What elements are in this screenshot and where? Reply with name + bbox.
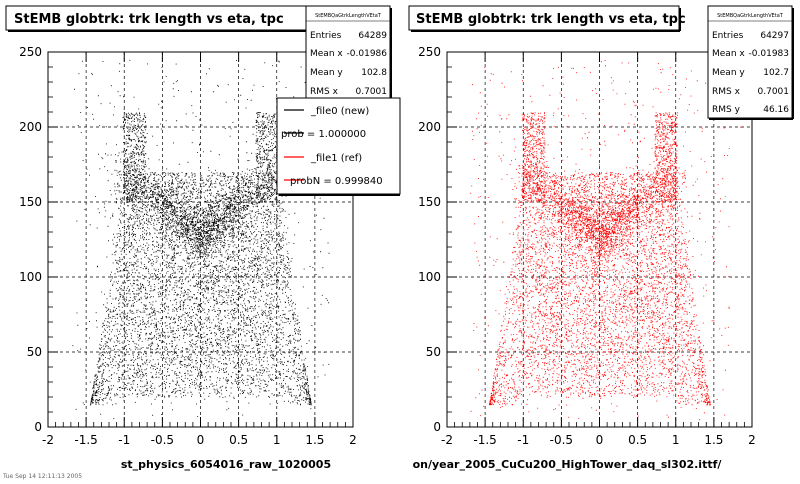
left-stats-header: StEMBQaGtrkLengthVEtaT (315, 13, 382, 19)
scatter-points (72, 59, 331, 420)
left-stats-meanx-label: Mean x (310, 49, 343, 59)
left-stats-rmsx-label: RMS x (310, 87, 339, 97)
right-stats-meany-value: 102.7 (763, 68, 789, 78)
left-legend-frame (276, 97, 401, 195)
left-stats-meany-value: 102.8 (361, 68, 387, 78)
x-tick-label: -1 (118, 433, 130, 447)
right-stats-box: StEMBQaGtrkLengthVEtaT Entries 64297 Mea… (707, 5, 794, 120)
x-tick-label: -2 (42, 433, 54, 447)
left-title-box (5, 5, 307, 31)
x-tick-label: -2 (441, 433, 453, 447)
left-legend: _file0 (new) prob = 1.000000 _file1 (ref… (276, 97, 401, 196)
left-stats-meany-label: Mean y (310, 68, 343, 78)
x-tick-label: 1.5 (305, 433, 324, 447)
y-tick-label: 100 (19, 270, 42, 284)
y-tick-label: 250 (418, 45, 441, 59)
right-x-axis-label: on/year_2005_CuCu200_HighTower_daq_sl302… (413, 458, 723, 471)
y-tick-label: 150 (19, 195, 42, 209)
left-chart-title: StEMB globtrk: trk length vs eta, tpc (14, 12, 284, 27)
y-tick-label: 200 (19, 120, 42, 134)
y-tick-label: 250 (19, 45, 42, 59)
right-stats-rmsx-value: 0.7001 (758, 87, 790, 97)
left-stats-meanx-value: -0.01986 (347, 49, 388, 59)
right-chart-title: StEMB globtrk: trk length vs eta, tpc (416, 12, 686, 27)
x-tick-label: -1.5 (473, 433, 496, 447)
x-tick-label: -0.5 (151, 433, 174, 447)
legend-label-prob: prob = 1.000000 (281, 129, 366, 140)
right-stats-header: StEMBQaGtrkLengthVEtaT (717, 13, 784, 19)
right-plot-panel: -2 -1.5 -1 -0.5 0 0.5 1 1.5 2 0 50 100 150 200 250 StE… (408, 5, 794, 471)
right-stats-meany-label: Mean y (712, 68, 745, 78)
x-tick-label: 1.5 (704, 433, 723, 447)
y-tick-label: 150 (418, 195, 441, 209)
x-tick-label: -1.5 (74, 433, 97, 447)
x-tick-label: 1 (273, 433, 281, 447)
y-tick-label: 0 (34, 420, 42, 434)
x-tick-label: 0 (596, 433, 604, 447)
x-tick-label: 0.5 (229, 433, 248, 447)
x-tick-label: -1 (517, 433, 529, 447)
left-plot-points (72, 59, 331, 420)
y-tick-label: 50 (426, 345, 441, 359)
left-stats-rmsx-value: 0.7001 (356, 87, 388, 97)
x-tick-label: 2 (349, 433, 357, 447)
footer-timestamp: Tue Sep 14 12:11:13 2005 (2, 473, 82, 480)
x-tick-label: 0.5 (628, 433, 647, 447)
x-tick-label: 2 (748, 433, 756, 447)
x-tick-label: 0 (197, 433, 205, 447)
legend-label-file1: _file1 (ref) (310, 153, 362, 164)
y-tick-label: 200 (418, 120, 441, 134)
legend-label-file0: _file0 (new) (310, 106, 369, 117)
left-plot-ticks: -2 -1.5 -1 -0.5 0 0.5 1 1.5 2 0 50 100 150 200 250 (19, 45, 357, 447)
right-stats-meanx-label: Mean x (712, 49, 745, 59)
y-tick-label: 0 (433, 420, 441, 434)
right-stats-entries-label: Entries (712, 31, 744, 41)
right-stats-rmsy-value: 46.16 (763, 105, 789, 115)
right-stats-entries-value: 64297 (760, 31, 789, 41)
right-title-box (408, 5, 680, 31)
right-stats-meanx-value: -0.01983 (749, 49, 789, 59)
left-stats-entries-value: 64289 (358, 31, 387, 41)
right-stats-frame (707, 5, 793, 119)
right-stats-rmsy-label: RMS y (712, 105, 741, 115)
right-stats-rmsx-label: RMS x (712, 87, 741, 97)
left-stats-box: StEMBQaGtrkLengthVEtaT Entries 64289 Mea… (305, 5, 392, 102)
legend-label-probn: probN = 0.999840 (290, 176, 383, 187)
left-x-axis-label: st_physics_6054016_raw_1020005 (121, 458, 331, 471)
y-tick-label: 100 (418, 270, 441, 284)
y-tick-label: 50 (27, 345, 42, 359)
left-plot-panel: -2 -1.5 -1 -0.5 0 0.5 1 1.5 2 0 50 100 150 200 250 StE… (5, 5, 401, 471)
x-tick-label: 1 (672, 433, 680, 447)
x-tick-label: -0.5 (550, 433, 573, 447)
left-stats-entries-label: Entries (310, 31, 342, 41)
